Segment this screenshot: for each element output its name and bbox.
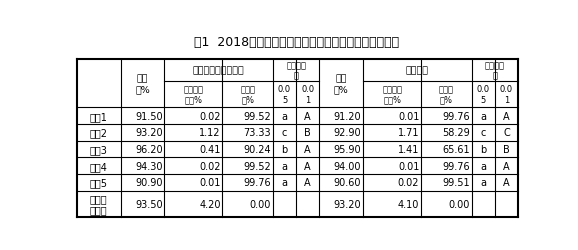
Text: A: A — [503, 161, 510, 171]
Text: 0.01: 0.01 — [398, 161, 419, 171]
Text: 58.29: 58.29 — [442, 128, 470, 138]
Text: 99.76: 99.76 — [442, 161, 470, 171]
Text: A: A — [503, 111, 510, 121]
Text: b: b — [480, 144, 486, 154]
Text: 92.90: 92.90 — [334, 128, 361, 138]
Text: 73.33: 73.33 — [243, 128, 271, 138]
Text: 0.02: 0.02 — [199, 161, 221, 171]
Text: a: a — [480, 161, 486, 171]
Text: c: c — [282, 128, 287, 138]
Text: A: A — [305, 178, 311, 188]
Text: 0.02: 0.02 — [199, 111, 221, 121]
Text: A: A — [305, 111, 311, 121]
Text: 99.52: 99.52 — [243, 111, 271, 121]
Text: 93.50: 93.50 — [135, 199, 162, 209]
Text: 0.0
1: 0.0 1 — [500, 85, 513, 104]
Text: 94.30: 94.30 — [135, 161, 162, 171]
Text: 90.90: 90.90 — [135, 178, 162, 188]
Text: 99.52: 99.52 — [243, 161, 271, 171]
Text: a: a — [281, 161, 287, 171]
Text: A: A — [305, 144, 311, 154]
Text: 0.02: 0.02 — [398, 178, 419, 188]
Text: 65.61: 65.61 — [442, 144, 470, 154]
Text: 93.20: 93.20 — [135, 128, 162, 138]
Text: 差异显著
性: 差异显著 性 — [485, 61, 505, 80]
Text: 秧苗期病
株率%: 秧苗期病 株率% — [382, 85, 402, 104]
Text: 出苗
率%: 出苗 率% — [135, 74, 150, 94]
Text: a: a — [281, 178, 287, 188]
Text: 93.20: 93.20 — [334, 199, 361, 209]
Text: 95.90: 95.90 — [334, 144, 361, 154]
Text: B: B — [305, 128, 311, 138]
Text: 0.0
5: 0.0 5 — [278, 85, 291, 104]
Text: 96.20: 96.20 — [135, 144, 162, 154]
Text: 早籼稻（品种名称）: 早籼稻（品种名称） — [193, 66, 244, 75]
Text: 配方5: 配方5 — [90, 178, 108, 188]
Text: C: C — [503, 128, 510, 138]
Text: a: a — [480, 178, 486, 188]
Text: 91.50: 91.50 — [135, 111, 162, 121]
Text: 单季晚稻: 单季晚稻 — [406, 66, 429, 75]
Text: 90.24: 90.24 — [243, 144, 271, 154]
Text: 配方2: 配方2 — [90, 128, 108, 138]
Text: 1.12: 1.12 — [199, 128, 221, 138]
Text: 0.01: 0.01 — [398, 111, 419, 121]
Text: A: A — [305, 161, 311, 171]
Text: 1.41: 1.41 — [398, 144, 419, 154]
Text: 99.51: 99.51 — [442, 178, 470, 188]
Text: 0.00: 0.00 — [250, 199, 271, 209]
Text: 0.01: 0.01 — [199, 178, 221, 188]
Text: 防治效
果%: 防治效 果% — [439, 85, 454, 104]
Text: 出苗
率%: 出苗 率% — [334, 74, 349, 94]
Text: 配方1: 配方1 — [90, 111, 108, 121]
Text: 90.60: 90.60 — [334, 178, 361, 188]
Text: 4.20: 4.20 — [199, 199, 221, 209]
Text: 表1  2018年生防菌粉剂拌基质育苗水稻恶苗病防治效果: 表1 2018年生防菌粉剂拌基质育苗水稻恶苗病防治效果 — [194, 36, 399, 49]
Text: 0.0
5: 0.0 5 — [477, 85, 490, 104]
Text: b: b — [281, 144, 288, 154]
Text: 配方3: 配方3 — [90, 144, 108, 154]
Text: 4.10: 4.10 — [398, 199, 419, 209]
Text: c: c — [480, 128, 486, 138]
Text: 配方4: 配方4 — [90, 161, 108, 171]
Text: 91.20: 91.20 — [334, 111, 361, 121]
Text: 1.71: 1.71 — [398, 128, 419, 138]
Text: a: a — [281, 111, 287, 121]
Text: 0.0
1: 0.0 1 — [301, 85, 314, 104]
Text: 94.00: 94.00 — [334, 161, 361, 171]
Text: 秧苗期病
株率%: 秧苗期病 株率% — [183, 85, 203, 104]
Text: 差异显著
性: 差异显著 性 — [286, 61, 306, 80]
Text: 99.76: 99.76 — [243, 178, 271, 188]
Text: A: A — [503, 178, 510, 188]
Text: 99.76: 99.76 — [442, 111, 470, 121]
Text: 普通育
苗基质: 普通育 苗基质 — [90, 193, 108, 214]
Text: 0.00: 0.00 — [449, 199, 470, 209]
Text: 防治效
果%: 防治效 果% — [240, 85, 255, 104]
Text: 0.41: 0.41 — [199, 144, 221, 154]
Text: a: a — [480, 111, 486, 121]
Text: B: B — [503, 144, 510, 154]
